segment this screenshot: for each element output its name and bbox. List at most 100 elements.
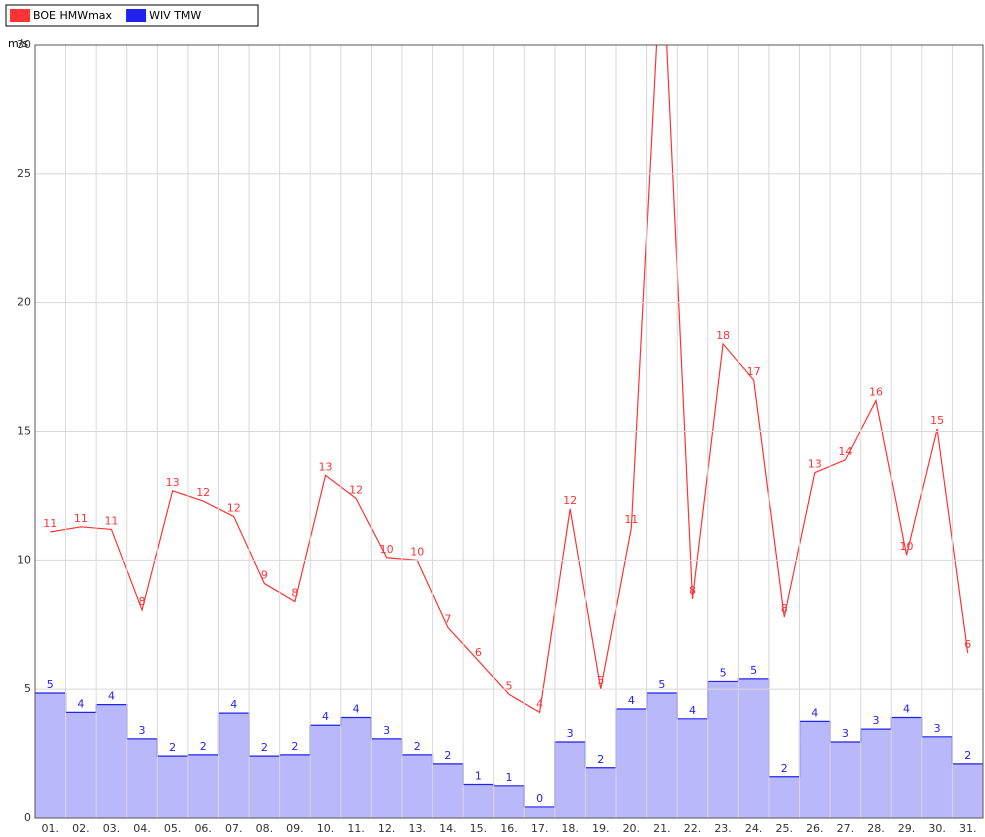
step-bar: [218, 713, 250, 818]
step-bar: [585, 767, 617, 818]
x-tick-label: 30.: [928, 822, 946, 835]
x-tick-label: 08.: [256, 822, 274, 835]
data-label: 0: [536, 792, 543, 805]
step-bar: [860, 729, 892, 818]
step-bar: [646, 693, 678, 818]
data-label: 12: [227, 502, 241, 515]
y-tick-label: 20: [17, 296, 31, 309]
data-label: 4: [689, 704, 696, 717]
y-tick-label: 25: [17, 167, 31, 180]
step-bar: [830, 741, 861, 818]
data-label: 6: [964, 638, 971, 651]
data-label: 2: [200, 740, 207, 753]
data-label: 4: [108, 690, 115, 703]
y-tick-label: 10: [17, 553, 31, 566]
legend-label: WIV TMW: [149, 9, 201, 22]
plot-border: [34, 44, 984, 819]
step-bar: [157, 756, 188, 818]
y-tick-label: 30: [17, 38, 31, 51]
step-bar: [616, 709, 647, 818]
data-label: 2: [414, 740, 421, 753]
data-label: 3: [872, 714, 879, 727]
x-tick-label: 13.: [409, 822, 427, 835]
data-label: 8: [291, 587, 298, 600]
data-label: 13: [319, 460, 333, 473]
data-label: 15: [930, 414, 944, 427]
y-tick-label: 0: [24, 811, 31, 824]
data-label: 7: [444, 612, 451, 625]
data-label: 5: [658, 678, 665, 691]
y-unit: m/s: [8, 37, 28, 50]
step-bar: [921, 736, 953, 818]
step-bar: [279, 754, 311, 818]
step-bar: [310, 725, 341, 818]
data-label: 1: [506, 771, 513, 784]
data-label: 2: [261, 741, 268, 754]
x-tick-label: 06.: [194, 822, 212, 835]
data-label: 3: [934, 722, 941, 735]
step-bar: [463, 784, 494, 818]
x-tick-label: 04.: [133, 822, 151, 835]
data-label: 13: [166, 476, 180, 489]
data-label: 11: [74, 512, 88, 525]
data-label: 5: [506, 679, 513, 692]
x-tick-label: 16.: [500, 822, 518, 835]
data-label: 3: [383, 724, 390, 737]
data-label: 2: [597, 753, 604, 766]
data-label: 4: [230, 698, 237, 711]
x-tick-label: 19.: [592, 822, 610, 835]
data-label: 4: [353, 703, 360, 716]
data-label: 16: [869, 386, 883, 399]
data-label: 13: [808, 458, 822, 471]
x-tick-label: 05.: [164, 822, 182, 835]
data-label: 5: [750, 664, 757, 677]
x-tick-label: 26.: [806, 822, 824, 835]
data-label: 4: [322, 710, 329, 723]
step-bar: [35, 693, 66, 818]
x-tick-label: 28.: [867, 822, 885, 835]
data-label: 3: [842, 727, 849, 740]
step-bar: [524, 806, 555, 818]
data-label: 2: [291, 740, 298, 753]
y-tick-label: 15: [17, 425, 31, 438]
step-bar: [554, 741, 586, 818]
x-tick-label: 22.: [684, 822, 702, 835]
step-line: [35, 678, 983, 808]
data-label: 12: [349, 483, 363, 496]
x-tick-label: 31.: [959, 822, 977, 835]
x-tick-label: 23.: [714, 822, 732, 835]
x-tick-label: 25.: [775, 822, 793, 835]
data-label: 2: [444, 749, 451, 762]
data-label: 18: [716, 329, 730, 342]
x-tick-label: 12.: [378, 822, 396, 835]
data-label: 11: [104, 514, 118, 527]
data-label: 2: [169, 741, 176, 754]
step-bar: [126, 738, 158, 818]
data-label: 4: [903, 703, 910, 716]
data-label: 4: [536, 697, 543, 710]
x-tick-label: 14.: [439, 822, 457, 835]
data-label: 5: [597, 674, 604, 687]
step-bar: [249, 756, 280, 818]
data-label: 4: [628, 694, 635, 707]
step-bar: [493, 785, 525, 818]
data-label: 17: [747, 365, 761, 378]
step-bar: [768, 776, 800, 818]
data-label: 8: [139, 595, 146, 608]
data-label: 3: [139, 724, 146, 737]
step-bar: [96, 704, 127, 818]
data-label: 4: [811, 706, 818, 719]
step-bar: [738, 678, 769, 818]
data-label: 3: [567, 727, 574, 740]
x-tick-label: 29.: [898, 822, 916, 835]
data-label: 6: [475, 646, 482, 659]
data-label: 14: [838, 445, 852, 458]
step-bar: [891, 717, 922, 818]
data-label: 4: [77, 697, 84, 710]
data-label: 10: [380, 543, 394, 556]
data-label: 12: [196, 486, 210, 499]
data-label: 12: [563, 494, 577, 507]
step-bar: [799, 721, 831, 818]
step-bar: [707, 681, 739, 818]
